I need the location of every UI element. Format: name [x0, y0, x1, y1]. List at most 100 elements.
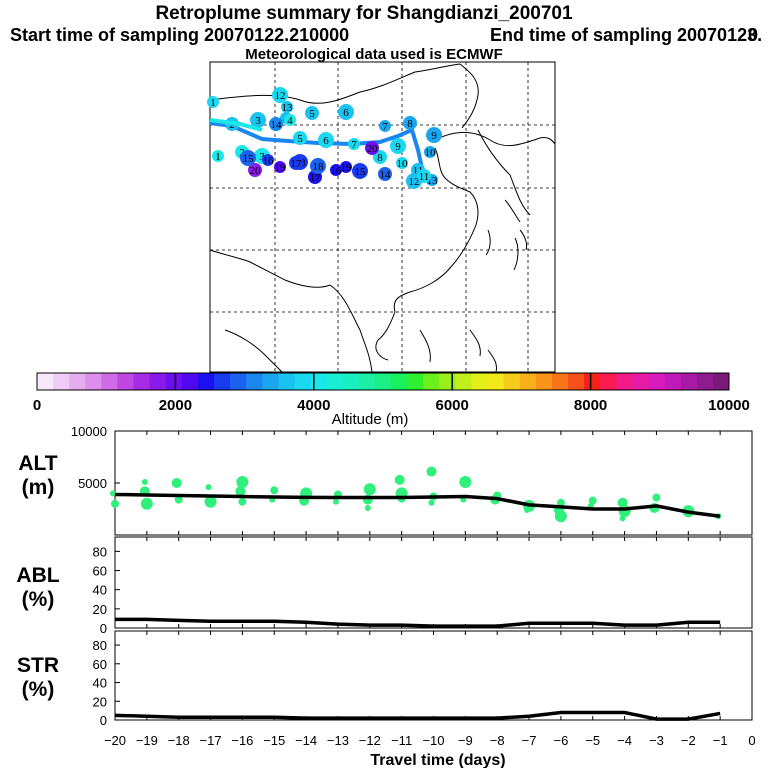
trajectory-marker — [289, 156, 303, 170]
colorbar-swatch — [712, 373, 730, 390]
x-tick-label: −2 — [681, 733, 696, 748]
colorbar-swatch — [407, 373, 424, 390]
alt-scatter-point — [140, 497, 153, 510]
trajectory-marker — [426, 127, 442, 143]
trajectory-marker — [338, 104, 354, 120]
colorbar-swatch — [391, 373, 408, 390]
series-line-str — [114, 710, 721, 721]
trajectory-day-label: 17 — [291, 158, 303, 170]
y-tick-label: 80 — [93, 544, 107, 559]
colorbar-swatch — [246, 373, 263, 390]
trajectory-day-label: 12 — [275, 90, 286, 102]
alt-scatter-point — [459, 475, 472, 488]
trajectory-day-label: 5 — [297, 133, 303, 145]
x-tick-label: −11 — [391, 733, 412, 748]
y-tick-label: 60 — [93, 564, 107, 579]
trajectory-marker — [305, 106, 319, 120]
colorbar-swatch — [165, 373, 183, 390]
alt-scatter-point — [556, 498, 565, 507]
y-tick-label: 5000 — [78, 476, 107, 491]
trajectory-marker — [281, 101, 293, 113]
trajectory-day-label: 11 — [413, 165, 424, 177]
colorbar-swatch — [310, 373, 328, 390]
trajectory-day-label: 6 — [323, 135, 329, 147]
alt-scatter-point — [332, 498, 339, 505]
colorbar-swatch — [648, 373, 666, 390]
met-data-label: Meteorological data used is ECMWF — [245, 46, 503, 63]
x-tick-label: −1 — [713, 733, 728, 748]
end-time-suffix: 0 — [748, 25, 759, 45]
trajectory-day-label: 14 — [380, 169, 392, 181]
colorbar-swatch — [294, 373, 312, 390]
trajectory-day-label: 15 — [355, 166, 367, 178]
x-tick-label: −6 — [553, 733, 568, 748]
altitude-colorbar: 0 2000 4000 6000 8000 10000 — [33, 372, 750, 414]
alt-scatter-point — [141, 478, 148, 485]
map-frame — [209, 61, 556, 373]
colorbar-swatch — [487, 373, 505, 390]
trajectory-day-label: 6 — [343, 107, 349, 119]
trajectory-day-label: 10 — [397, 158, 409, 170]
time-series-panels: 100005000ALT(m)806040200ABL(%)806040200S… — [16, 424, 755, 768]
colorbar-swatch — [680, 373, 698, 390]
colorbar-swatch — [37, 373, 54, 390]
panel-frame — [114, 536, 753, 629]
start-time-label: Start time of sampling 20070122.210000 — [10, 25, 350, 45]
colorbar-swatch — [53, 373, 70, 390]
trajectory-marker — [284, 114, 296, 126]
trajectory-day-label: 5 — [309, 108, 315, 120]
colorbar-swatch — [181, 373, 199, 390]
trajectory-marker — [318, 132, 334, 148]
trajectory-marker — [240, 150, 256, 166]
trajectory-marker — [330, 164, 342, 176]
y-tick-label: 20 — [93, 694, 107, 709]
colorbar-swatch — [439, 373, 456, 390]
colorbar-swatch — [101, 373, 118, 390]
x-tick-label: −9 — [458, 733, 473, 748]
x-tick-label: −7 — [522, 733, 537, 748]
trajectory-centroid — [209, 121, 426, 179]
panel-alt: 10000 5000 ALT(m) — [18, 424, 753, 536]
alt-scatter-point — [205, 484, 212, 491]
alt-scatter-point — [428, 499, 435, 506]
trajectory-day-label: 9 — [431, 130, 437, 142]
trajectory-marker — [274, 161, 286, 173]
end-time-label: End time of sampling 20070123. — [490, 25, 763, 45]
alt-scatter-point — [426, 466, 437, 477]
panel-frame — [114, 430, 753, 536]
alt-scatter-point — [270, 486, 279, 495]
alt-scatter-point — [524, 507, 531, 514]
alt-scatter-point — [111, 499, 119, 508]
alt-scatter-point — [235, 486, 246, 497]
panel-ylabel: STR — [17, 654, 59, 677]
trajectory-tail — [209, 118, 263, 132]
trajectory-marker — [250, 112, 266, 128]
trajectory-day-label: 13 — [282, 102, 294, 114]
trajectory-marker — [310, 158, 326, 174]
trajectory-day-label: 3 — [255, 115, 261, 127]
trajectory-day-label: 12 — [409, 176, 420, 188]
colorbar-swatch — [616, 373, 633, 390]
trajectory-marker — [348, 138, 360, 150]
x-tick-label: −14 — [295, 733, 317, 748]
colorbar-swatch — [632, 373, 650, 390]
trajectory-day-label: 16 — [263, 155, 275, 167]
series-line-alt — [114, 492, 721, 519]
colorbar-tick-label: 2000 — [159, 397, 192, 414]
x-tick-label: −19 — [136, 733, 158, 748]
y-tick-label: 20 — [93, 602, 107, 617]
alt-scatter-point — [236, 475, 249, 488]
trajectory-marker — [424, 146, 436, 158]
colorbar-swatch — [197, 373, 215, 390]
trajectory-day-label: 20 — [367, 143, 379, 155]
colorbar-swatch — [374, 373, 392, 390]
colorbar-swatch — [568, 373, 585, 390]
colorbar-swatch — [149, 373, 167, 390]
trajectory-day-label: 8 — [377, 152, 383, 164]
trajectory-day-label: 7 — [351, 139, 357, 151]
colorbar-swatch — [69, 373, 86, 390]
trajectory-marker — [272, 87, 288, 103]
colorbar-swatch — [342, 373, 360, 390]
sampling-times: Start time of sampling 20070122.210000 E… — [10, 25, 768, 46]
